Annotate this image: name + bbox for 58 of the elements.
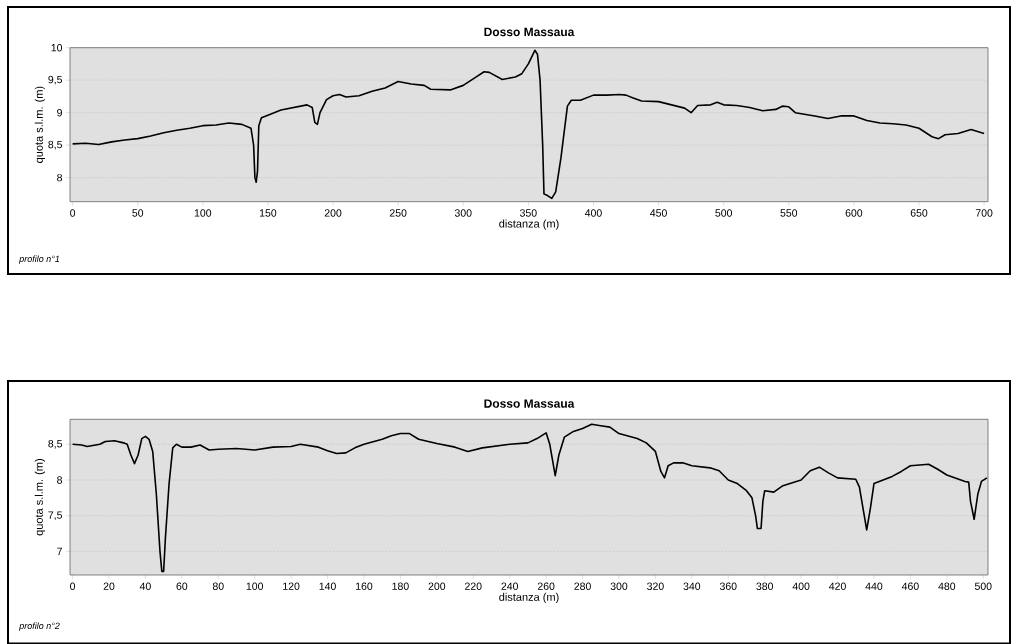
x-tick-label: 440	[865, 582, 883, 590]
x-tick-label: 380	[756, 582, 774, 590]
y-axis-title: quota s.l.m. (m)	[34, 86, 45, 163]
x-tick-label: 420	[829, 582, 846, 590]
x-tick-label: 400	[584, 209, 602, 217]
x-tick-label: 320	[647, 582, 664, 590]
x-tick-label: 80	[212, 582, 224, 590]
chart-title: Dosso Massaua	[484, 399, 575, 408]
x-tick-label: 0	[70, 582, 76, 590]
x-tick-label: 550	[780, 209, 798, 217]
y-tick-label: 9	[57, 108, 62, 117]
x-tick-label: 40	[139, 582, 151, 590]
x-tick-label: 460	[901, 582, 919, 590]
y-tick-label: 8	[57, 173, 63, 182]
x-tick-label: 300	[454, 209, 472, 217]
x-tick-label: 220	[465, 582, 482, 590]
x-tick-label: 300	[610, 582, 628, 590]
x-tick-label: 260	[537, 582, 555, 590]
x-tick-label: 360	[719, 582, 737, 590]
y-tick-label: 8,5	[48, 140, 63, 150]
x-tick-label: 340	[683, 582, 701, 590]
x-tick-label: 280	[574, 582, 591, 590]
x-tick-label: 480	[938, 582, 956, 590]
y-tick-label: 7,5	[48, 511, 63, 520]
x-tick-label: 140	[319, 582, 336, 590]
x-tick-label: 0	[70, 209, 76, 217]
x-tick-label: 150	[259, 209, 277, 217]
x-tick-label: 100	[246, 582, 264, 590]
x-tick-label: 650	[910, 209, 928, 217]
x-tick-label: 350	[519, 209, 537, 217]
x-tick-label: 20	[103, 582, 115, 590]
x-tick-label: 120	[283, 582, 300, 590]
y-tick-label: 8	[57, 476, 63, 484]
x-tick-label: 240	[501, 582, 519, 590]
text: profilo n°2	[18, 622, 60, 631]
y-tick-label: 7	[57, 547, 62, 556]
x-tick-label: 500	[715, 209, 733, 217]
x-tick-label: 50	[132, 209, 144, 217]
y-tick-label: 8,5	[48, 439, 63, 449]
x-tick-label: 250	[389, 209, 407, 217]
x-tick-label: 160	[356, 582, 373, 590]
text: profilo n°1	[18, 255, 60, 264]
x-tick-label: 180	[392, 582, 409, 590]
x-axis-title: distanza (m)	[499, 219, 559, 230]
x-tick-label: 60	[176, 582, 188, 590]
y-tick-label: 9,5	[48, 75, 63, 85]
x-tick-label: 200	[428, 582, 446, 590]
x-tick-label: 450	[650, 209, 667, 217]
chart-title: Dosso Massaua	[484, 27, 575, 37]
x-tick-label: 100	[194, 209, 212, 217]
x-tick-label: 600	[845, 209, 863, 217]
x-tick-label: 500	[974, 582, 992, 590]
y-axis-title: quota s.l.m. (m)	[34, 459, 45, 536]
x-axis-title: distanza (m)	[499, 592, 559, 604]
x-tick-label: 400	[792, 582, 810, 590]
x-tick-label: 700	[975, 209, 993, 217]
y-tick-label: 10	[51, 43, 63, 52]
x-tick-label: 200	[324, 209, 342, 217]
